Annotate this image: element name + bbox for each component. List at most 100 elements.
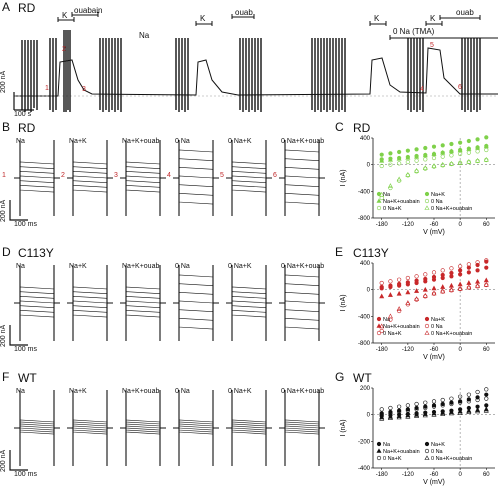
legend-marker — [376, 191, 382, 197]
legend-marker — [376, 455, 382, 461]
solution-bars — [57, 12, 498, 40]
legend-marker — [376, 316, 382, 322]
current-trace — [173, 302, 219, 312]
current-trace-family — [67, 265, 113, 341]
current-trace — [67, 302, 113, 318]
marker: 2 — [61, 172, 65, 179]
legend-marker — [376, 330, 382, 336]
data-point — [475, 284, 480, 289]
scale-bar — [9, 200, 28, 221]
current-trace — [173, 274, 219, 304]
current-trace — [120, 286, 166, 304]
data-point — [458, 286, 463, 292]
current-trace-family — [173, 265, 219, 341]
data-point — [431, 290, 437, 296]
chart-title: WT — [353, 371, 372, 385]
y-axis-label: I (nA) — [340, 419, 347, 436]
data-point — [458, 151, 463, 157]
current-trace — [120, 302, 166, 318]
data-point — [457, 409, 463, 415]
y-tick-label: 0 — [367, 413, 371, 419]
marker-5: 5 — [430, 42, 434, 49]
scale-x-label: 100 ms — [14, 346, 37, 353]
data-point — [475, 157, 481, 163]
current-trace — [279, 274, 325, 304]
data-point — [405, 403, 410, 408]
current-trace — [14, 300, 60, 304]
data-point — [397, 161, 402, 166]
data-point — [388, 279, 393, 284]
data-point — [484, 135, 489, 140]
data-point — [475, 283, 481, 288]
x-tick-label: 0 — [458, 222, 462, 228]
chart-title: C113Y — [353, 246, 389, 260]
legend-marker — [376, 448, 382, 453]
data-point — [414, 401, 419, 407]
data-point — [423, 157, 428, 162]
legend-label: Na — [383, 192, 391, 198]
data-point — [475, 268, 480, 273]
current-trace-family — [67, 390, 113, 466]
data-point — [484, 147, 489, 153]
marker: 3 — [114, 172, 118, 179]
data-point — [387, 313, 393, 319]
panel-letter-c: C — [335, 120, 344, 134]
y-axis-label: I (nA) — [340, 294, 347, 311]
data-point — [405, 289, 411, 295]
panel-a-scale-x: 100 s — [14, 111, 32, 118]
current-trace — [279, 425, 325, 429]
current-trace — [226, 427, 272, 431]
data-point — [475, 137, 480, 142]
bar-label-na: Na — [139, 31, 150, 40]
data-point — [405, 408, 410, 413]
data-point — [396, 414, 402, 420]
condition-label: 0 Na — [175, 388, 190, 395]
data-point — [422, 412, 428, 418]
data-point — [397, 408, 402, 413]
panel-letter-d: D — [2, 245, 11, 259]
x-tick-label: 0 — [458, 347, 462, 353]
condition-label: 0 Na+K — [228, 388, 252, 395]
legend-label: Na — [383, 442, 391, 448]
condition-label: Na+K — [69, 388, 87, 395]
data-point — [449, 141, 454, 147]
condition-label: Na+K — [69, 138, 87, 145]
data-point — [431, 274, 437, 280]
data-point — [431, 144, 437, 149]
data-point — [475, 260, 480, 265]
condition-label: 0 Na — [175, 263, 190, 270]
data-point — [475, 158, 480, 164]
panel-a-scale-y: 200 nA — [0, 70, 7, 93]
data-point — [466, 158, 472, 164]
scale-y-label: 200 nA — [0, 324, 7, 347]
legend-label: 0 Na — [431, 324, 444, 330]
data-point — [440, 411, 446, 416]
x-tick-label: 60 — [483, 222, 490, 228]
current-trace-family — [14, 265, 60, 341]
y-tick-label: 200 — [360, 386, 371, 392]
data-point — [379, 328, 384, 334]
data-point — [458, 264, 463, 269]
current-trace — [67, 175, 113, 179]
y-tick-label: -400 — [358, 466, 371, 472]
trace-row-f — [9, 390, 325, 471]
current-trace — [173, 427, 219, 431]
x-tick-label: -180 — [376, 347, 389, 353]
current-trace — [173, 177, 219, 187]
panel-b-title: RD — [18, 121, 36, 135]
data-point — [414, 158, 419, 163]
x-tick-label: -180 — [376, 472, 389, 478]
data-point — [397, 149, 402, 155]
y-tick-label: 400 — [360, 261, 371, 267]
data-point — [397, 308, 402, 314]
data-point — [440, 288, 446, 294]
current-trace — [14, 177, 60, 183]
data-point — [448, 410, 454, 416]
data-point — [466, 150, 471, 155]
data-point — [423, 400, 428, 405]
data-point — [449, 161, 454, 167]
data-point — [405, 413, 411, 419]
data-point — [379, 407, 384, 412]
data-point — [466, 399, 471, 404]
legend-marker — [424, 191, 430, 197]
